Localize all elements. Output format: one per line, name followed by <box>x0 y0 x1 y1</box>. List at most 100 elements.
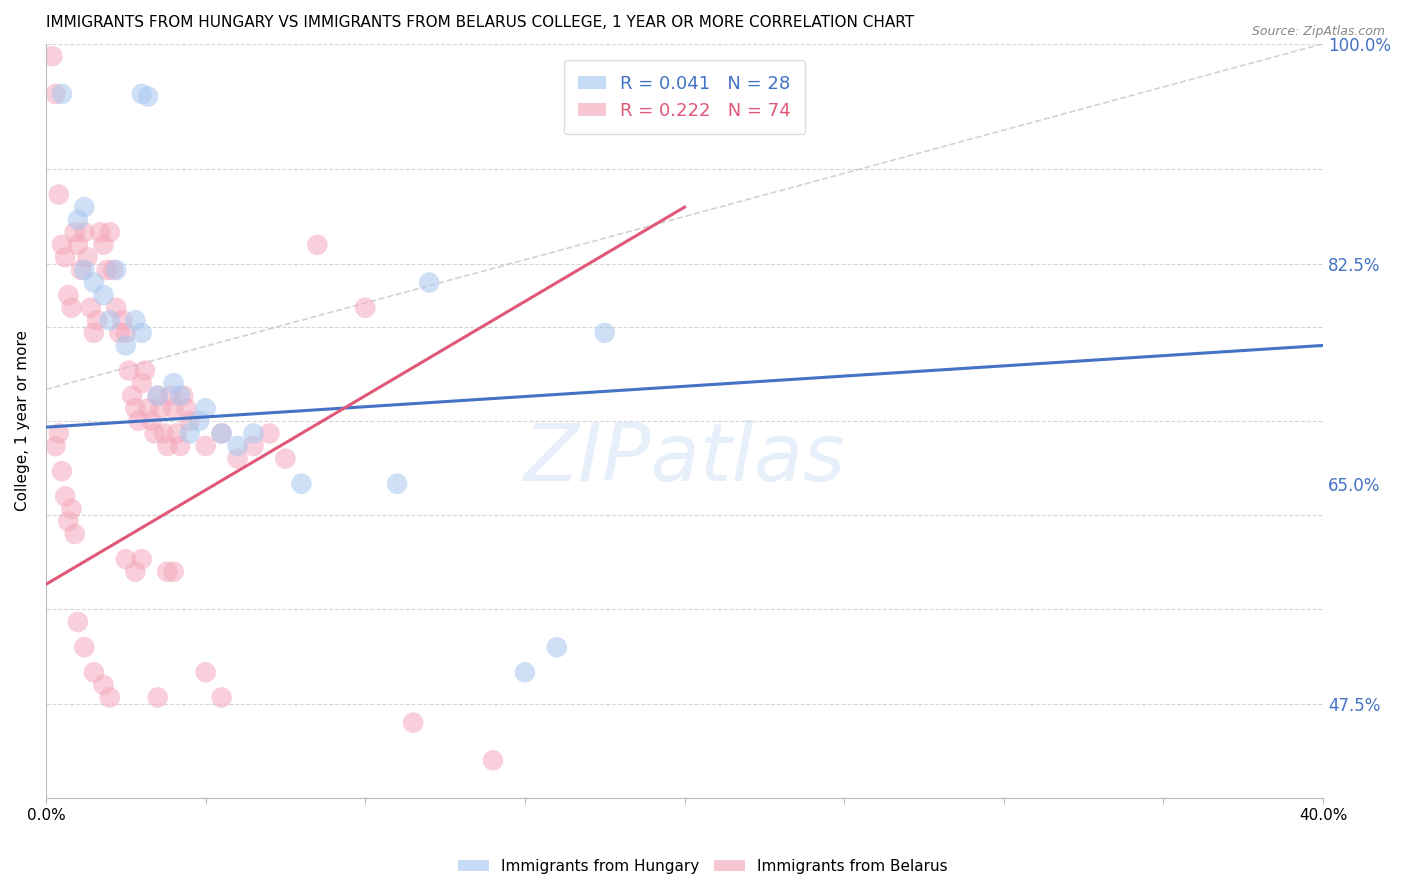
Point <box>274 451 297 466</box>
Point <box>51 87 73 101</box>
Point <box>124 313 146 327</box>
Point <box>53 489 76 503</box>
Point <box>58 288 80 302</box>
Point <box>385 476 408 491</box>
Point <box>131 87 153 101</box>
Point <box>141 414 163 428</box>
Point <box>60 301 83 315</box>
Point <box>53 251 76 265</box>
Point <box>124 565 146 579</box>
Point <box>51 237 73 252</box>
Point <box>242 439 264 453</box>
Point <box>128 414 150 428</box>
Point <box>93 678 115 692</box>
Point <box>242 426 264 441</box>
Text: ZIPatlas: ZIPatlas <box>523 419 845 498</box>
Point <box>179 426 201 441</box>
Point <box>73 200 96 214</box>
Point <box>211 426 233 441</box>
Legend: R = 0.041   N = 28, R = 0.222   N = 74: R = 0.041 N = 28, R = 0.222 N = 74 <box>564 61 806 134</box>
Point <box>111 313 134 327</box>
Legend: Immigrants from Hungary, Immigrants from Belarus: Immigrants from Hungary, Immigrants from… <box>453 853 953 880</box>
Point <box>226 451 249 466</box>
Point <box>48 187 70 202</box>
Point <box>63 527 86 541</box>
Point <box>83 276 105 290</box>
Point <box>194 401 217 416</box>
Point <box>131 552 153 566</box>
Point <box>131 376 153 391</box>
Point <box>156 565 179 579</box>
Point <box>179 414 201 428</box>
Point <box>114 338 136 352</box>
Point <box>163 376 186 391</box>
Point <box>70 263 93 277</box>
Point <box>66 615 89 629</box>
Point <box>172 389 194 403</box>
Point <box>48 426 70 441</box>
Point <box>131 326 153 340</box>
Point <box>89 225 111 239</box>
Point <box>143 426 166 441</box>
Point <box>163 565 186 579</box>
Point <box>66 212 89 227</box>
Point <box>307 237 329 252</box>
Point <box>163 401 186 416</box>
Point <box>546 640 568 655</box>
Point <box>124 401 146 416</box>
Point <box>194 665 217 680</box>
Point <box>114 552 136 566</box>
Point <box>83 326 105 340</box>
Point <box>290 476 312 491</box>
Point <box>194 439 217 453</box>
Point <box>118 363 141 377</box>
Point <box>98 225 121 239</box>
Point <box>73 263 96 277</box>
Point <box>76 251 98 265</box>
Point <box>354 301 377 315</box>
Point <box>73 225 96 239</box>
Point <box>98 690 121 705</box>
Point <box>83 665 105 680</box>
Point <box>156 439 179 453</box>
Point <box>146 389 169 403</box>
Point <box>105 301 128 315</box>
Point <box>402 715 425 730</box>
Point <box>211 426 233 441</box>
Point <box>169 389 191 403</box>
Point <box>41 49 63 63</box>
Point <box>259 426 281 441</box>
Point <box>79 301 101 315</box>
Y-axis label: College, 1 year or more: College, 1 year or more <box>15 330 30 511</box>
Point <box>136 401 159 416</box>
Text: Source: ZipAtlas.com: Source: ZipAtlas.com <box>1251 25 1385 38</box>
Point <box>188 414 211 428</box>
Point <box>146 690 169 705</box>
Point <box>73 640 96 655</box>
Point <box>93 288 115 302</box>
Point <box>45 87 67 101</box>
Point <box>153 426 176 441</box>
Point <box>105 263 128 277</box>
Point <box>418 276 440 290</box>
Point <box>45 439 67 453</box>
Point <box>51 464 73 478</box>
Point <box>63 225 86 239</box>
Point <box>58 515 80 529</box>
Point <box>60 501 83 516</box>
Point <box>86 313 108 327</box>
Point <box>134 363 156 377</box>
Point <box>159 389 181 403</box>
Point <box>146 389 169 403</box>
Point <box>593 326 616 340</box>
Point <box>121 389 143 403</box>
Point <box>211 690 233 705</box>
Point <box>176 401 198 416</box>
Point <box>66 237 89 252</box>
Point <box>93 237 115 252</box>
Point <box>96 263 118 277</box>
Point <box>226 439 249 453</box>
Point <box>98 313 121 327</box>
Point <box>482 753 505 767</box>
Point <box>136 89 159 103</box>
